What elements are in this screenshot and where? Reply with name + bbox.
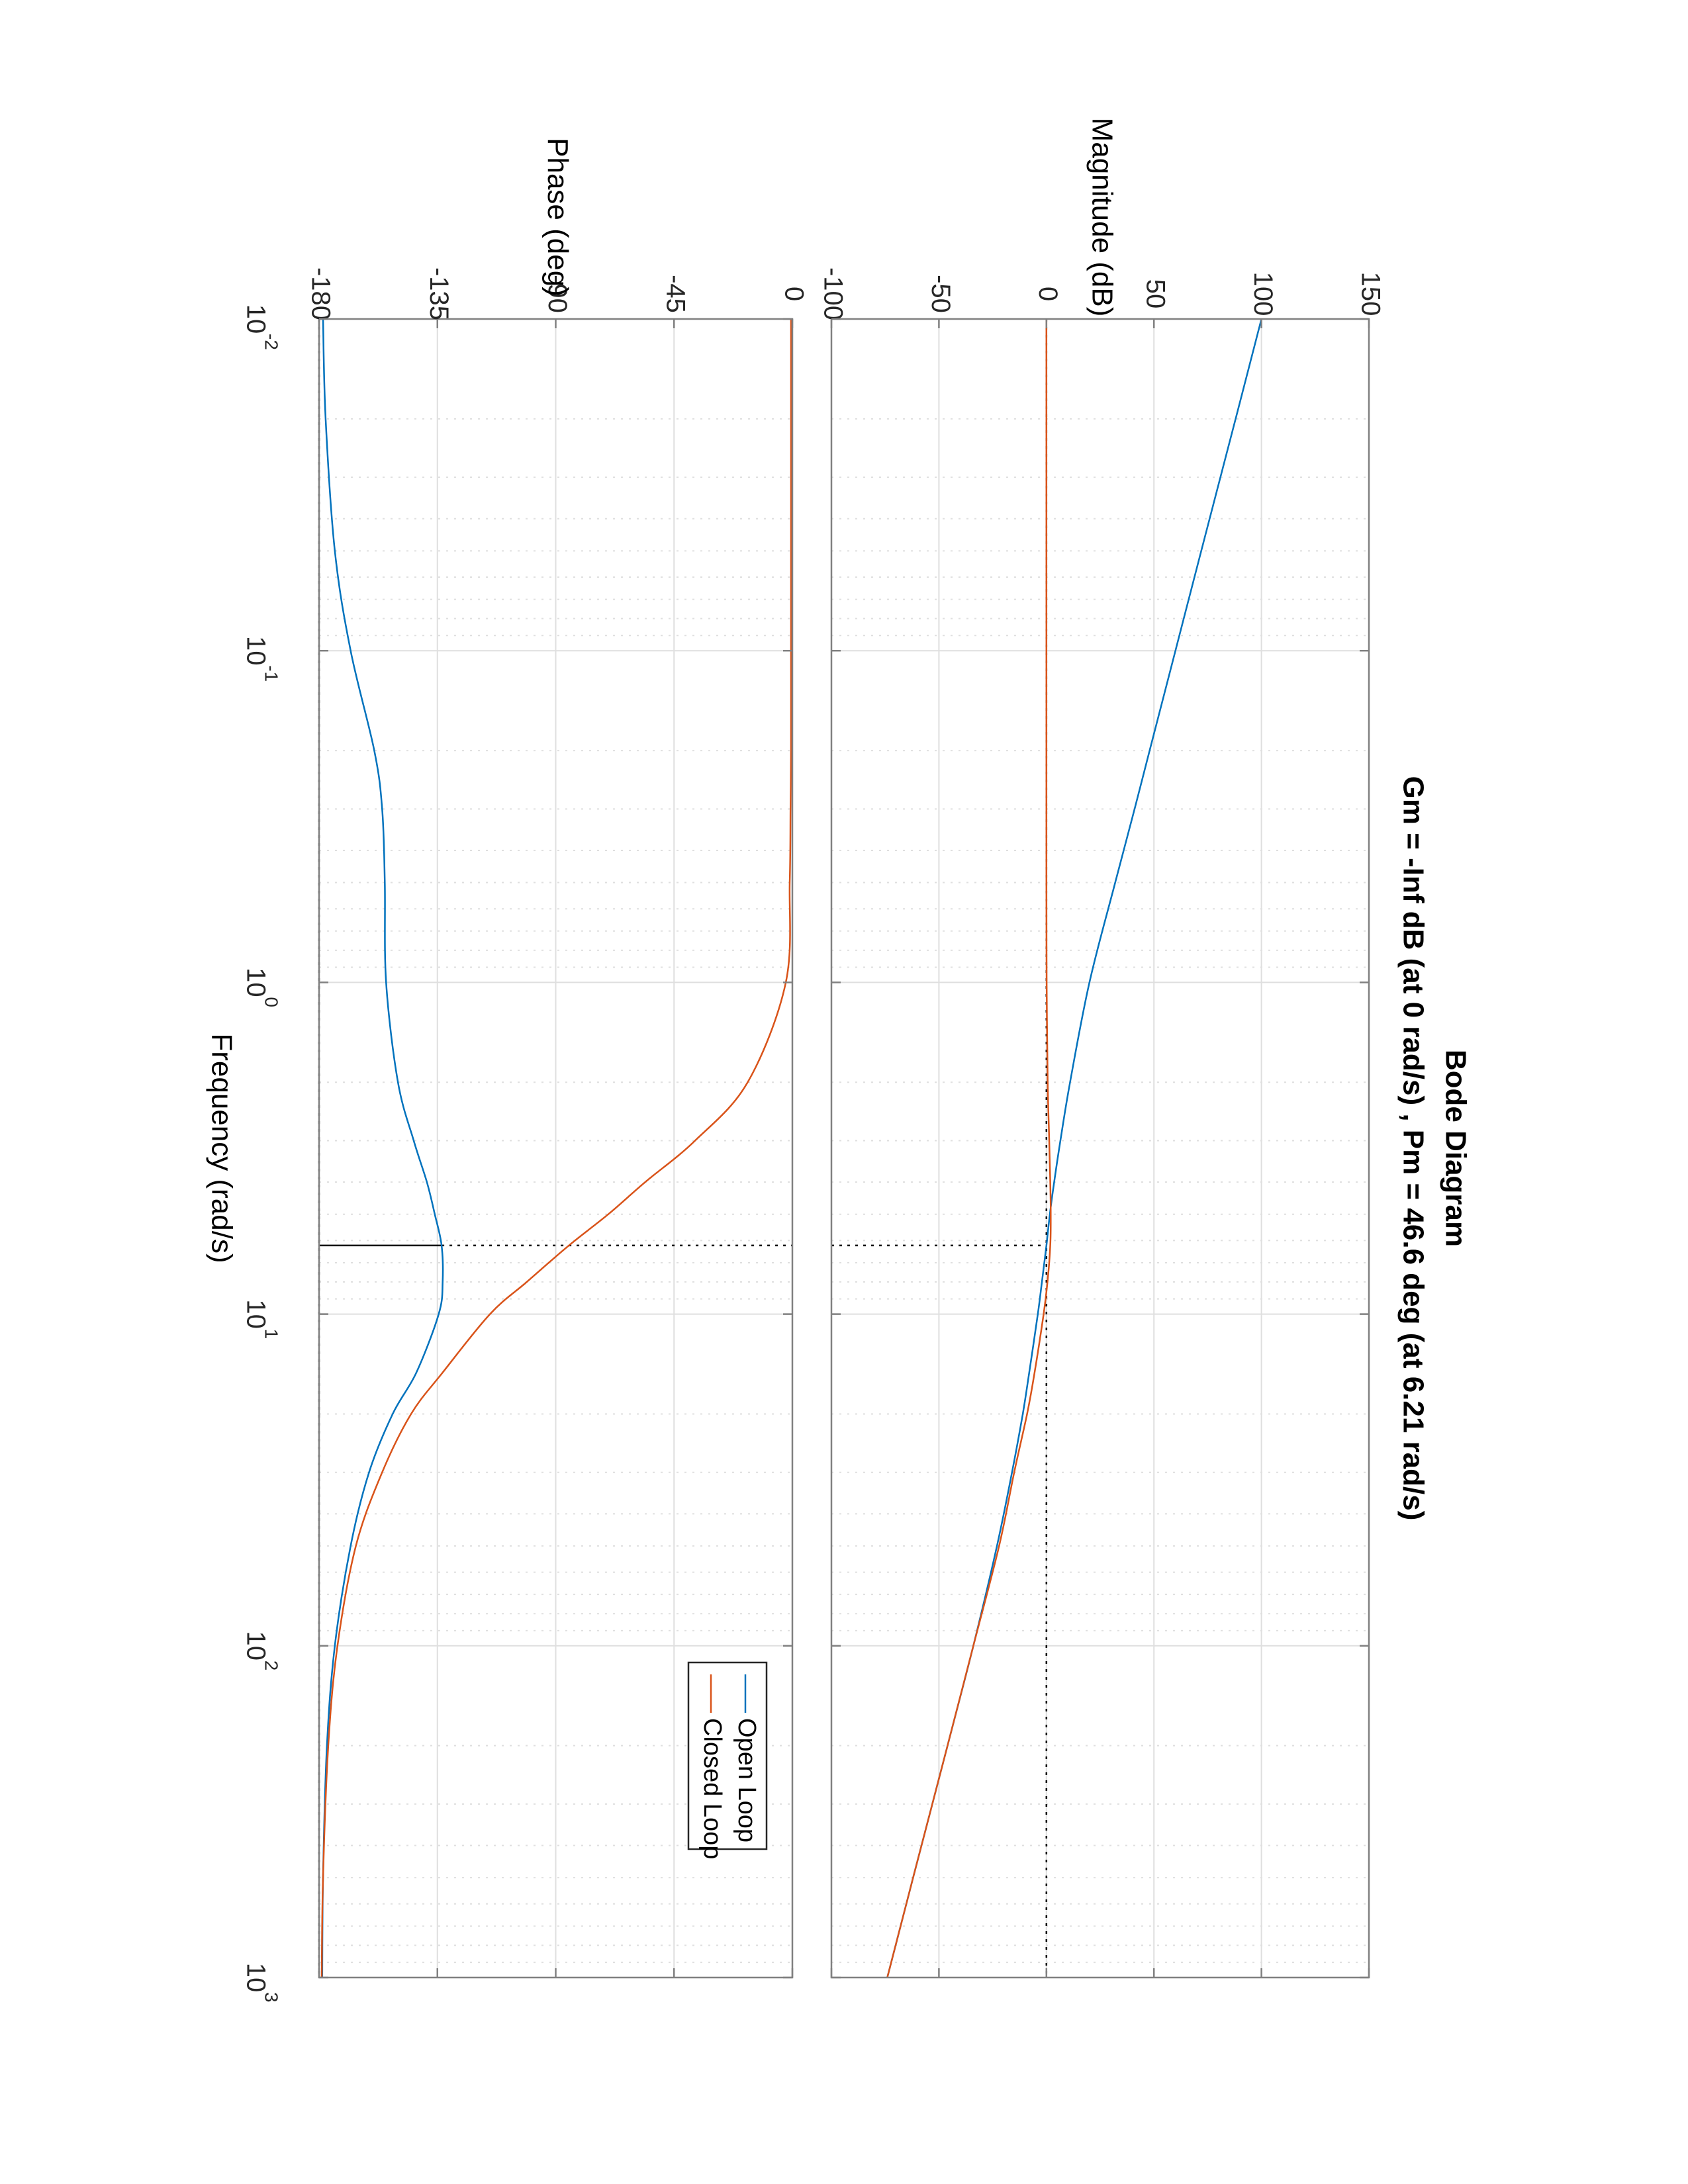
frequency-tick-base: 10 [241, 1299, 270, 1329]
magnitude-panel: -100 -50 0 50 100 150 Magnitude (dB) [818, 118, 1385, 1979]
magnitude-open-loop-line [886, 318, 1262, 1978]
legend-box [687, 1661, 768, 1850]
frequency-tick-label: 10-1 [241, 636, 281, 682]
magnitude-tick-label: -100 [818, 267, 847, 320]
phase-tick-label: -180 [306, 267, 335, 320]
frequency-tick-base: 10 [241, 1631, 270, 1661]
frequency-tick-base: 10 [241, 1963, 270, 1993]
magnitude-tick-label: 150 [1356, 272, 1385, 316]
frequency-tick-exponent: 2 [261, 1661, 282, 1671]
frequency-tick-exponent: -2 [261, 334, 282, 350]
frequency-tick-base: 10 [241, 304, 270, 334]
frequency-tick-label: 101 [241, 1299, 281, 1339]
frequency-tick-base: 10 [241, 636, 270, 666]
chart-subtitle: Gm = -Inf dB (at 0 rad/s) , Pm = 46.6 de… [1397, 776, 1429, 1521]
phase-closed-loop-line [320, 318, 792, 1978]
magnitude-closed-loop-line [886, 319, 1052, 1978]
frequency-tick-exponent: 1 [261, 1329, 282, 1340]
phase-tick-label: -90 [543, 275, 572, 313]
frequency-tick-label: 10-2 [241, 304, 281, 350]
phase-panel: -180 -135 -90 -45 0 Phase (deg) [306, 138, 808, 1979]
phase-open-loop-line [321, 318, 444, 1978]
frequency-tick-base: 10 [241, 968, 270, 997]
frequency-tick-exponent: 3 [261, 1992, 282, 2003]
frequency-tick-label: 100 [241, 968, 281, 1007]
phase-tick-label: -135 [424, 267, 453, 320]
frequency-tick-label: 102 [241, 1631, 281, 1671]
legend-label-open-loop: Open Loop [733, 1718, 761, 1843]
magnitude-axis-label: Magnitude (dB) [1086, 118, 1118, 317]
frequency-axis-label: Frequency (rad/s) [205, 1033, 238, 1263]
frequency-tick-label: 103 [241, 1963, 281, 2003]
magnitude-tick-label: 100 [1248, 272, 1278, 316]
phase-tick-label: -45 [661, 275, 690, 313]
legend-label-closed-loop: Closed Loop [698, 1718, 726, 1859]
phase-axis-label: Phase (deg) [541, 138, 574, 296]
frequency-tick-exponent: -1 [261, 665, 282, 682]
magnitude-tick-label: -50 [926, 275, 955, 313]
magnitude-axes-box [830, 318, 1370, 1979]
phase-tick-label: 0 [779, 287, 808, 301]
chart-title: Bode Diagram [1439, 1050, 1472, 1247]
magnitude-tick-label: 0 [1033, 287, 1062, 301]
frequency-tick-exponent: 0 [261, 997, 282, 1007]
magnitude-tick-label: 50 [1141, 279, 1170, 309]
